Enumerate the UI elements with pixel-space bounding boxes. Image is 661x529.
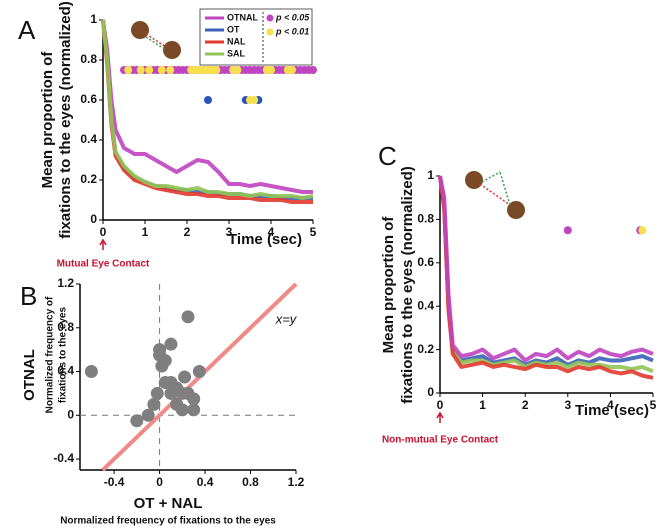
y-tick-label: 0.8 bbox=[57, 320, 74, 334]
x-tick-label: -0.4 bbox=[104, 475, 125, 489]
significance-dot bbox=[638, 226, 647, 235]
panel-label: B bbox=[20, 281, 37, 311]
y-tick-label: 1 bbox=[427, 168, 434, 182]
x-axis-label: OT + NAL bbox=[134, 495, 203, 512]
y-tick-label: 0 bbox=[90, 212, 97, 226]
significance-dot bbox=[288, 66, 296, 74]
series-line bbox=[438, 175, 654, 363]
x-tick-label: 4 bbox=[607, 398, 614, 412]
y-tick-label: 0.4 bbox=[57, 364, 74, 378]
y-tick-label: 0.2 bbox=[80, 172, 97, 186]
panel-label: C bbox=[378, 141, 397, 171]
y-axis-label: Mean proportion of bbox=[380, 216, 397, 354]
significance-dot bbox=[212, 66, 221, 74]
series-line bbox=[101, 19, 313, 204]
scatter-point bbox=[175, 403, 189, 417]
y-tick-label: 0.8 bbox=[80, 52, 97, 66]
scatter-point bbox=[150, 386, 164, 400]
scatter-point bbox=[147, 397, 161, 411]
y-tick-label: 0 bbox=[67, 407, 74, 421]
x-tick-label: 0.8 bbox=[242, 475, 259, 489]
x-tick-label: 3 bbox=[564, 398, 571, 412]
scatter-point bbox=[192, 365, 206, 379]
scatter-point bbox=[187, 392, 201, 406]
legend-label: p < 0.01 bbox=[275, 26, 309, 36]
scatter-point bbox=[181, 310, 195, 324]
annotation-arrow bbox=[436, 411, 444, 423]
significance-dot bbox=[136, 66, 145, 74]
x-tick-label: 1.2 bbox=[288, 475, 305, 489]
x-tick-label: 2 bbox=[184, 225, 191, 239]
scatter-point bbox=[164, 337, 178, 351]
panel-label: A bbox=[18, 15, 36, 45]
significance-dot bbox=[563, 226, 572, 235]
legend-label: NAL bbox=[227, 36, 246, 46]
series-line bbox=[101, 19, 314, 200]
significance-dot bbox=[204, 96, 212, 104]
x-tick-label: 0 bbox=[100, 225, 107, 239]
y-axis-sublabel: fixations to the eyes bbox=[58, 306, 69, 403]
x-tick-label: 5 bbox=[310, 225, 317, 239]
scatter-point bbox=[153, 343, 167, 357]
x-axis-label: Time (sec) bbox=[575, 402, 649, 419]
y-tick-label: 0.6 bbox=[417, 255, 434, 269]
scatter-point bbox=[178, 370, 192, 384]
series-line bbox=[438, 175, 654, 374]
annotation: Non-mutual Eye Contact bbox=[382, 435, 499, 446]
scatter-point bbox=[84, 365, 98, 379]
scatter-point bbox=[130, 414, 144, 428]
icon-nonmutual bbox=[465, 171, 525, 219]
x-tick-label: 0 bbox=[156, 475, 163, 489]
scatter-point bbox=[187, 403, 201, 417]
series-line bbox=[438, 175, 654, 380]
series-line bbox=[438, 175, 654, 367]
legend-label: OTNAL bbox=[227, 12, 258, 22]
y-tick-label: 0.2 bbox=[417, 342, 434, 356]
y-axis-label: fixations to the eyes (normalized) bbox=[57, 1, 74, 239]
x-axis-label: Time (sec) bbox=[228, 231, 302, 248]
significance-dot bbox=[166, 66, 175, 74]
scatter-point bbox=[141, 408, 155, 422]
annotation: Mutual Eye Contact bbox=[57, 259, 150, 270]
series-line bbox=[101, 19, 313, 194]
y-tick-label: 1 bbox=[90, 12, 97, 26]
y-tick-label: 0.4 bbox=[80, 132, 97, 146]
y-axis-label: fixations to the eyes (normalized) bbox=[399, 166, 416, 404]
icon-mutual bbox=[131, 21, 181, 59]
x-axis-sublabel: Normalized frequency of fixations to the… bbox=[60, 516, 276, 527]
x-tick-label: 4 bbox=[268, 225, 275, 239]
legend-label: SAL bbox=[227, 48, 246, 58]
x-tick-label: 0 bbox=[437, 398, 444, 412]
y-tick-label: 0.8 bbox=[417, 212, 434, 226]
legend-dot bbox=[266, 28, 274, 36]
significance-dot bbox=[250, 96, 259, 104]
significance-dot bbox=[233, 66, 242, 74]
y-axis-label: OTNAL bbox=[21, 349, 38, 401]
significance-dot bbox=[124, 66, 133, 74]
y-tick-label: 0.6 bbox=[80, 92, 97, 106]
y-tick-label: -0.4 bbox=[53, 451, 74, 465]
significance-dot bbox=[145, 66, 154, 74]
x-tick-label: 2 bbox=[522, 398, 529, 412]
significance-dot bbox=[267, 66, 275, 74]
legend-label: OT bbox=[227, 24, 240, 34]
significance-dot bbox=[309, 66, 317, 74]
y-tick-label: 0.4 bbox=[417, 298, 434, 312]
x-tick-label: 5 bbox=[650, 398, 657, 412]
y-tick-label: 0 bbox=[427, 385, 434, 399]
y-axis-sublabel: Normalized frequency of bbox=[45, 296, 56, 413]
x-tick-label: 3 bbox=[226, 225, 233, 239]
x-tick-label: 1 bbox=[142, 225, 149, 239]
legend-dot bbox=[266, 14, 274, 22]
significance-dot bbox=[157, 66, 166, 74]
annotation-arrow bbox=[99, 238, 107, 250]
legend-label: p < 0.05 bbox=[275, 12, 310, 22]
scatter-point bbox=[158, 354, 172, 368]
y-tick-label: 1.2 bbox=[57, 276, 74, 290]
y-axis-label: Mean proportion of bbox=[39, 51, 56, 189]
annotation: x=y bbox=[275, 311, 298, 326]
x-tick-label: 0.4 bbox=[197, 475, 214, 489]
x-tick-label: 1 bbox=[479, 398, 486, 412]
